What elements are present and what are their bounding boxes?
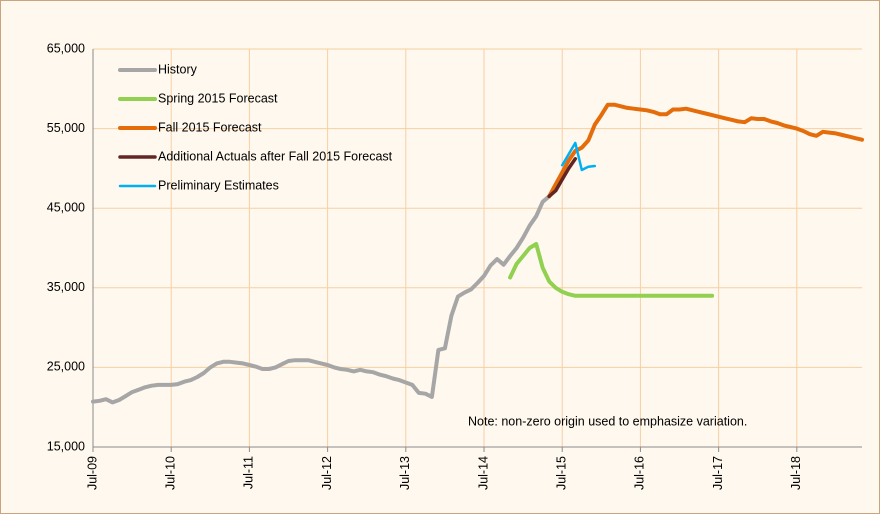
y-tick-label: 55,000 <box>47 121 85 135</box>
x-tick-label: Jul-12 <box>320 456 334 490</box>
series-line <box>508 242 715 298</box>
x-tick-label: Jul-15 <box>555 456 569 490</box>
y-tick-label: 45,000 <box>47 200 85 214</box>
legend-label: Preliminary Estimates <box>158 178 279 192</box>
y-tick-label: 25,000 <box>47 360 85 374</box>
annotation: Note: non-zero origin used to emphasize … <box>468 414 747 428</box>
legend-label: History <box>158 62 198 76</box>
x-tick-label: Jul-16 <box>633 456 647 490</box>
x-tick-label: Jul-18 <box>789 456 803 490</box>
x-tick-label: Jul-17 <box>711 456 725 490</box>
x-tick-label: Jul-13 <box>398 456 412 490</box>
y-tick-label: 65,000 <box>47 41 85 55</box>
x-tick-label: Jul-09 <box>85 456 99 490</box>
x-tick-label: Jul-10 <box>164 456 178 490</box>
legend-label: Fall 2015 Forecast <box>158 120 262 134</box>
series-line <box>547 102 864 199</box>
series-line <box>560 141 597 172</box>
x-tick-label: Jul-11 <box>242 456 256 489</box>
x-tick-label: Jul-14 <box>476 456 490 490</box>
legend-label: Spring 2015 Forecast <box>158 91 278 105</box>
series-line <box>91 194 552 405</box>
legend-label: Additional Actuals after Fall 2015 Forec… <box>158 149 393 163</box>
y-tick-label: 15,000 <box>47 439 85 453</box>
series-line <box>547 157 578 199</box>
y-tick-label: 35,000 <box>47 280 85 294</box>
